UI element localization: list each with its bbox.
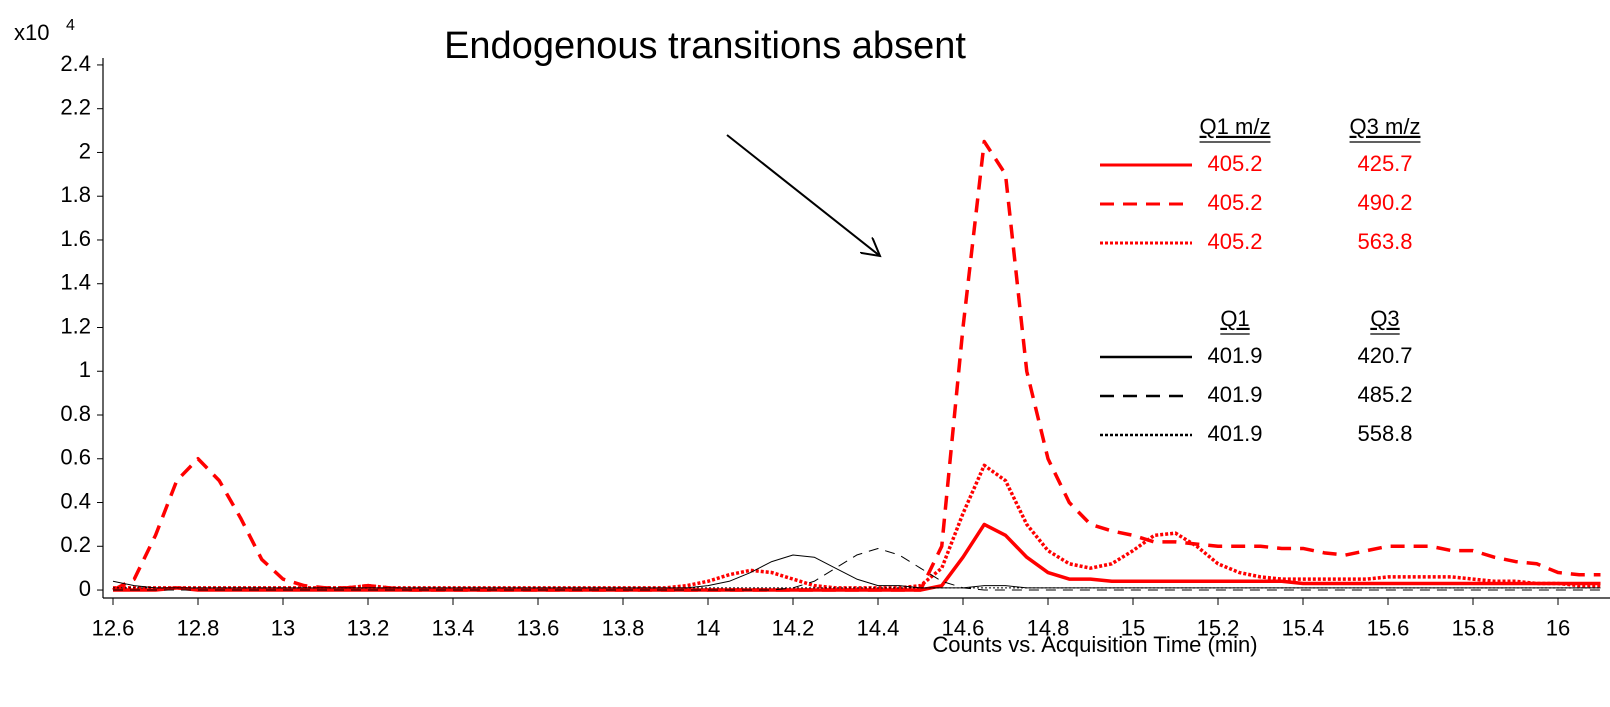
y-tick-label: 0.6	[60, 445, 91, 470]
legend-q3: 490.2	[1357, 190, 1412, 215]
x-tick-label: 15.8	[1452, 616, 1495, 641]
x-tick-label: 14.4	[857, 616, 900, 641]
legend-q1: 401.9	[1207, 421, 1262, 446]
legend-q1: 401.9	[1207, 382, 1262, 407]
y-multiplier: x10	[14, 20, 49, 45]
x-tick-label: 15.6	[1367, 616, 1410, 641]
series-line	[112, 139, 1601, 592]
x-tick-label: 13.6	[517, 616, 560, 641]
x-tick-label: 14	[696, 616, 720, 641]
x-tick-label: 16	[1546, 616, 1570, 641]
y-exponent: 4	[66, 17, 75, 34]
legend-q3: 425.7	[1357, 151, 1412, 176]
legend-q1: 405.2	[1207, 229, 1262, 254]
x-tick-label: 15.2	[1197, 616, 1240, 641]
x-tick-label: 15	[1121, 616, 1145, 641]
legend-header: Q1 m/z	[1200, 114, 1271, 139]
y-tick-label: 1.6	[60, 226, 91, 251]
y-tick-label: 0.8	[60, 401, 91, 426]
x-tick-label: 14.2	[772, 616, 815, 641]
x-tick-label: 13.4	[432, 616, 475, 641]
legend-q1: 401.9	[1207, 343, 1262, 368]
y-tick-label: 1.8	[60, 182, 91, 207]
x-tick-label: 12.6	[92, 616, 135, 641]
series-line	[113, 547, 1601, 591]
x-tick-label: 13.8	[602, 616, 645, 641]
y-tick-label: 2.4	[60, 51, 91, 76]
series-line	[113, 463, 1601, 590]
y-tick-label: 2	[79, 138, 91, 163]
y-tick-label: 2.2	[60, 95, 91, 120]
y-tick-label: 1.2	[60, 313, 91, 338]
legend-q1: 405.2	[1207, 151, 1262, 176]
y-tick-label: 0	[79, 576, 91, 601]
legend-header: Q3	[1370, 306, 1399, 331]
annotation-arrow	[726, 134, 880, 256]
series-line	[113, 522, 1601, 592]
x-tick-label: 15.4	[1282, 616, 1325, 641]
x-tick-label: 13	[271, 616, 295, 641]
legend-header: Q3 m/z	[1350, 114, 1421, 139]
legend-q3: 558.8	[1357, 421, 1412, 446]
legend-q1: 405.2	[1207, 190, 1262, 215]
legend-q3: 563.8	[1357, 229, 1412, 254]
x-tick-label: 12.8	[177, 616, 220, 641]
y-tick-label: 0.2	[60, 532, 91, 557]
legend-header: Q1	[1220, 306, 1249, 331]
x-tick-label: 14.6	[942, 616, 985, 641]
x-tick-label: 14.8	[1027, 616, 1070, 641]
y-tick-label: 1	[79, 357, 91, 382]
legend-q3: 420.7	[1357, 343, 1412, 368]
legend-q3: 485.2	[1357, 382, 1412, 407]
x-axis-label: Counts vs. Acquisition Time (min)	[932, 632, 1257, 657]
y-tick-label: 1.4	[60, 270, 91, 295]
annotation: Endogenous transitions absent	[444, 25, 966, 67]
y-tick-label: 0.4	[60, 488, 91, 513]
x-tick-label: 13.2	[347, 616, 390, 641]
series-line	[112, 554, 1601, 589]
